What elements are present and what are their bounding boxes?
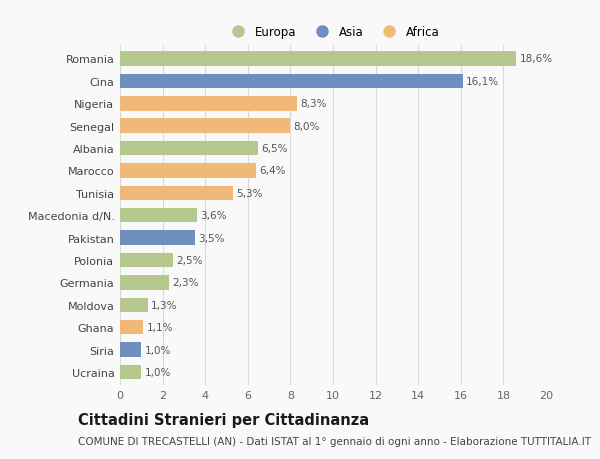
- Bar: [120, 97, 297, 111]
- Text: 1,0%: 1,0%: [145, 367, 171, 377]
- Text: 18,6%: 18,6%: [520, 54, 553, 64]
- Text: 1,3%: 1,3%: [151, 300, 178, 310]
- Text: Cittadini Stranieri per Cittadinanza: Cittadini Stranieri per Cittadinanza: [78, 413, 369, 428]
- Text: 6,4%: 6,4%: [260, 166, 286, 176]
- Text: 3,5%: 3,5%: [198, 233, 224, 243]
- Bar: [120, 231, 194, 246]
- Bar: [120, 141, 259, 156]
- Bar: [120, 320, 143, 335]
- Text: 2,3%: 2,3%: [172, 278, 199, 288]
- Text: 5,3%: 5,3%: [236, 188, 263, 198]
- Bar: [120, 253, 173, 268]
- Bar: [120, 208, 197, 223]
- Bar: [120, 342, 142, 357]
- Text: 3,6%: 3,6%: [200, 211, 226, 221]
- Bar: [120, 52, 516, 67]
- Bar: [120, 74, 463, 89]
- Bar: [120, 186, 233, 201]
- Text: 1,1%: 1,1%: [146, 323, 173, 332]
- Bar: [120, 275, 169, 290]
- Text: 8,3%: 8,3%: [300, 99, 326, 109]
- Bar: [120, 365, 142, 380]
- Bar: [120, 164, 256, 178]
- Legend: Europa, Asia, Africa: Europa, Asia, Africa: [221, 21, 445, 44]
- Bar: [120, 119, 290, 134]
- Text: 1,0%: 1,0%: [145, 345, 171, 355]
- Text: COMUNE DI TRECASTELLI (AN) - Dati ISTAT al 1° gennaio di ogni anno - Elaborazion: COMUNE DI TRECASTELLI (AN) - Dati ISTAT …: [78, 437, 591, 446]
- Text: 8,0%: 8,0%: [293, 121, 320, 131]
- Text: 6,5%: 6,5%: [262, 144, 288, 154]
- Text: 16,1%: 16,1%: [466, 77, 499, 87]
- Bar: [120, 298, 148, 313]
- Text: 2,5%: 2,5%: [176, 255, 203, 265]
